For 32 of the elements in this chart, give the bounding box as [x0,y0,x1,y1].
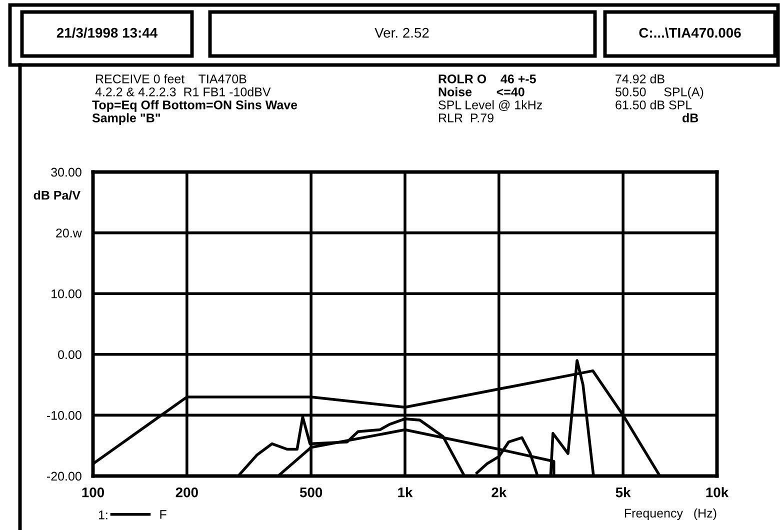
text: 4.2.2 & 4.2.2.3 R1 FB1 -10dBV [95,87,271,96]
text: dB [682,113,698,122]
text: 74.92 dB [616,74,664,84]
text: RLR P.79 [439,114,494,122]
text: 50.50 SPL(A) [616,87,704,99]
y-axis-title: dB Pa/V [34,190,80,200]
x-tick-label: 2k [492,487,507,498]
legend-label: F [160,510,166,519]
y-tick-label: -10.00 [47,411,82,420]
text: Top=Eq Off Bottom=ON Sins Wave [92,100,298,112]
y-tick-label: 30.00 [51,168,82,177]
x-tick-label: 500 [300,487,322,498]
x-tick-label: 100 [82,487,104,498]
y-tick-label: -20.00 [47,472,82,481]
text: RECEIVE 0 feet TIA470B [96,74,246,84]
text: 61.50 dB SPL [616,100,692,110]
x-tick-label: 1k [398,487,413,498]
text: SPL Level @ 1kHz [438,100,542,111]
x-axis-title: Frequency (Hz) [624,508,716,520]
y-tick-label: 20.w [56,228,82,238]
text: C:...\TIA470.006 [639,28,741,38]
x-tick-label: 200 [176,487,198,498]
text: ROLR O 46 +-5 [438,74,536,84]
y-tick-label: 10.00 [52,289,82,298]
x-tick-label: 5k [616,487,631,498]
chart-subtitle: Ver. 2.52 [374,28,429,38]
y-tick-label: 0.00 [58,350,82,360]
text: 1: [98,510,108,520]
text: Noise <=40 [438,87,524,96]
chart-title: 21/3/1998 13:44 [56,28,158,38]
x-tick-label: 10k [706,487,729,498]
text: Sample "B" [92,113,160,125]
